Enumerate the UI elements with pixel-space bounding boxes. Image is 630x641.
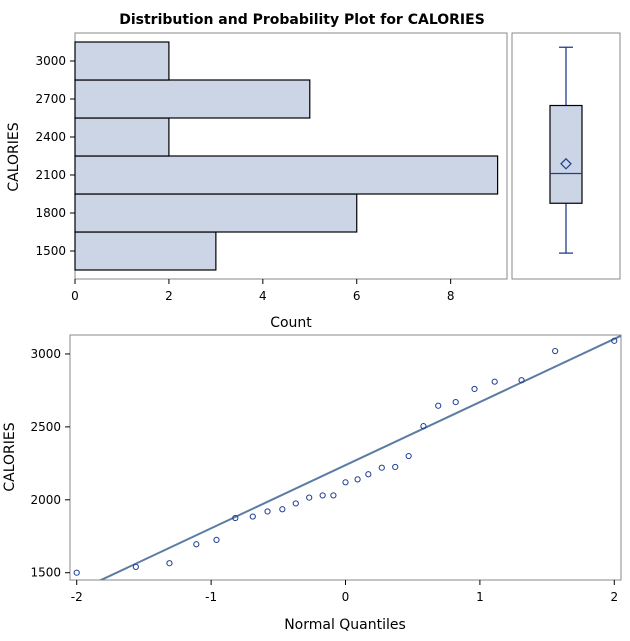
histogram-x-tick-label: 2 <box>165 289 173 303</box>
probability-point <box>365 471 372 478</box>
probability-point <box>306 494 313 501</box>
probability-point <box>292 500 299 507</box>
histogram-bar-1800 <box>74 193 358 233</box>
probability-y-tick-label: 2000 <box>30 493 61 507</box>
probability-x-tick-label: -2 <box>71 590 83 604</box>
probability-plot-y-label: CALORIES <box>2 422 18 491</box>
boxplot-mean-marker <box>560 157 572 170</box>
probability-y-tick-label: 1500 <box>30 566 61 580</box>
chart-title: Distribution and Probability Plot for CA… <box>119 12 485 28</box>
histogram-x-tick-label: 4 <box>259 289 267 303</box>
probability-point <box>232 514 239 522</box>
probability-x-tick-label: 1 <box>476 590 484 604</box>
probability-point <box>319 492 326 499</box>
histogram-x-tick-label: 8 <box>447 289 455 303</box>
histogram-x-tick-label: 6 <box>353 289 361 303</box>
histogram-bar-2100 <box>74 155 499 195</box>
histogram-bar-1500 <box>74 231 217 271</box>
probability-x-tick-label: 0 <box>342 590 350 604</box>
probability-point <box>420 423 427 430</box>
histogram-bar-2700 <box>74 79 311 119</box>
probability-reference-line <box>98 335 621 580</box>
probability-point <box>279 506 286 513</box>
probability-plot-frame <box>69 334 622 581</box>
probability-point <box>452 398 459 406</box>
probability-point <box>249 513 256 520</box>
histogram-bar-3000 <box>74 41 170 81</box>
probability-point <box>354 476 361 483</box>
probability-point <box>518 377 525 384</box>
histogram-y-tick-label-1800: 1800 <box>35 206 66 220</box>
probability-point <box>471 385 478 393</box>
probability-point <box>435 402 442 409</box>
probability-point <box>405 452 412 460</box>
histogram-bar-2400 <box>74 117 170 157</box>
probability-plot-panel: -2 -1 0 1 2 1500 2000 2500 3000 Normal Quantile… <box>2 334 622 633</box>
probability-y-tick-label: 3000 <box>30 347 61 361</box>
probability-point <box>392 463 399 471</box>
boxplot-frame <box>511 32 621 280</box>
probability-y-tick-label: 2500 <box>30 420 61 434</box>
histogram-x-tick-label: 0 <box>71 289 79 303</box>
probability-point <box>611 337 618 344</box>
probability-x-tick-label: -1 <box>205 590 217 604</box>
histogram-panel: 1500 1800 2100 2400 2700 3000 0 2 4 6 8 Count CAL… <box>6 32 508 331</box>
boxplot-panel <box>511 32 621 280</box>
probability-point <box>132 563 139 570</box>
probability-point <box>330 492 337 499</box>
histogram-y-tick-label-3000: 3000 <box>35 54 66 68</box>
histogram-y-tick-label-2400: 2400 <box>35 130 66 144</box>
probability-point <box>378 464 385 471</box>
probability-point <box>491 378 498 385</box>
probability-point <box>264 508 271 515</box>
probability-point <box>213 536 220 543</box>
probability-point <box>73 569 80 576</box>
probability-x-tick-label: 2 <box>610 590 618 604</box>
histogram-y-label: CALORIES <box>6 122 22 191</box>
histogram-y-tick-label-2100: 2100 <box>35 168 66 182</box>
boxplot-box <box>549 104 583 204</box>
probability-plot-x-label: Normal Quantiles <box>284 617 406 633</box>
probability-point <box>193 541 200 548</box>
probability-point <box>342 479 349 486</box>
probability-point <box>552 347 559 355</box>
histogram-x-label: Count <box>270 315 312 331</box>
histogram-y-tick-label-1500: 1500 <box>35 244 66 258</box>
histogram-y-tick-label-2700: 2700 <box>35 92 66 106</box>
probability-point <box>166 560 173 567</box>
